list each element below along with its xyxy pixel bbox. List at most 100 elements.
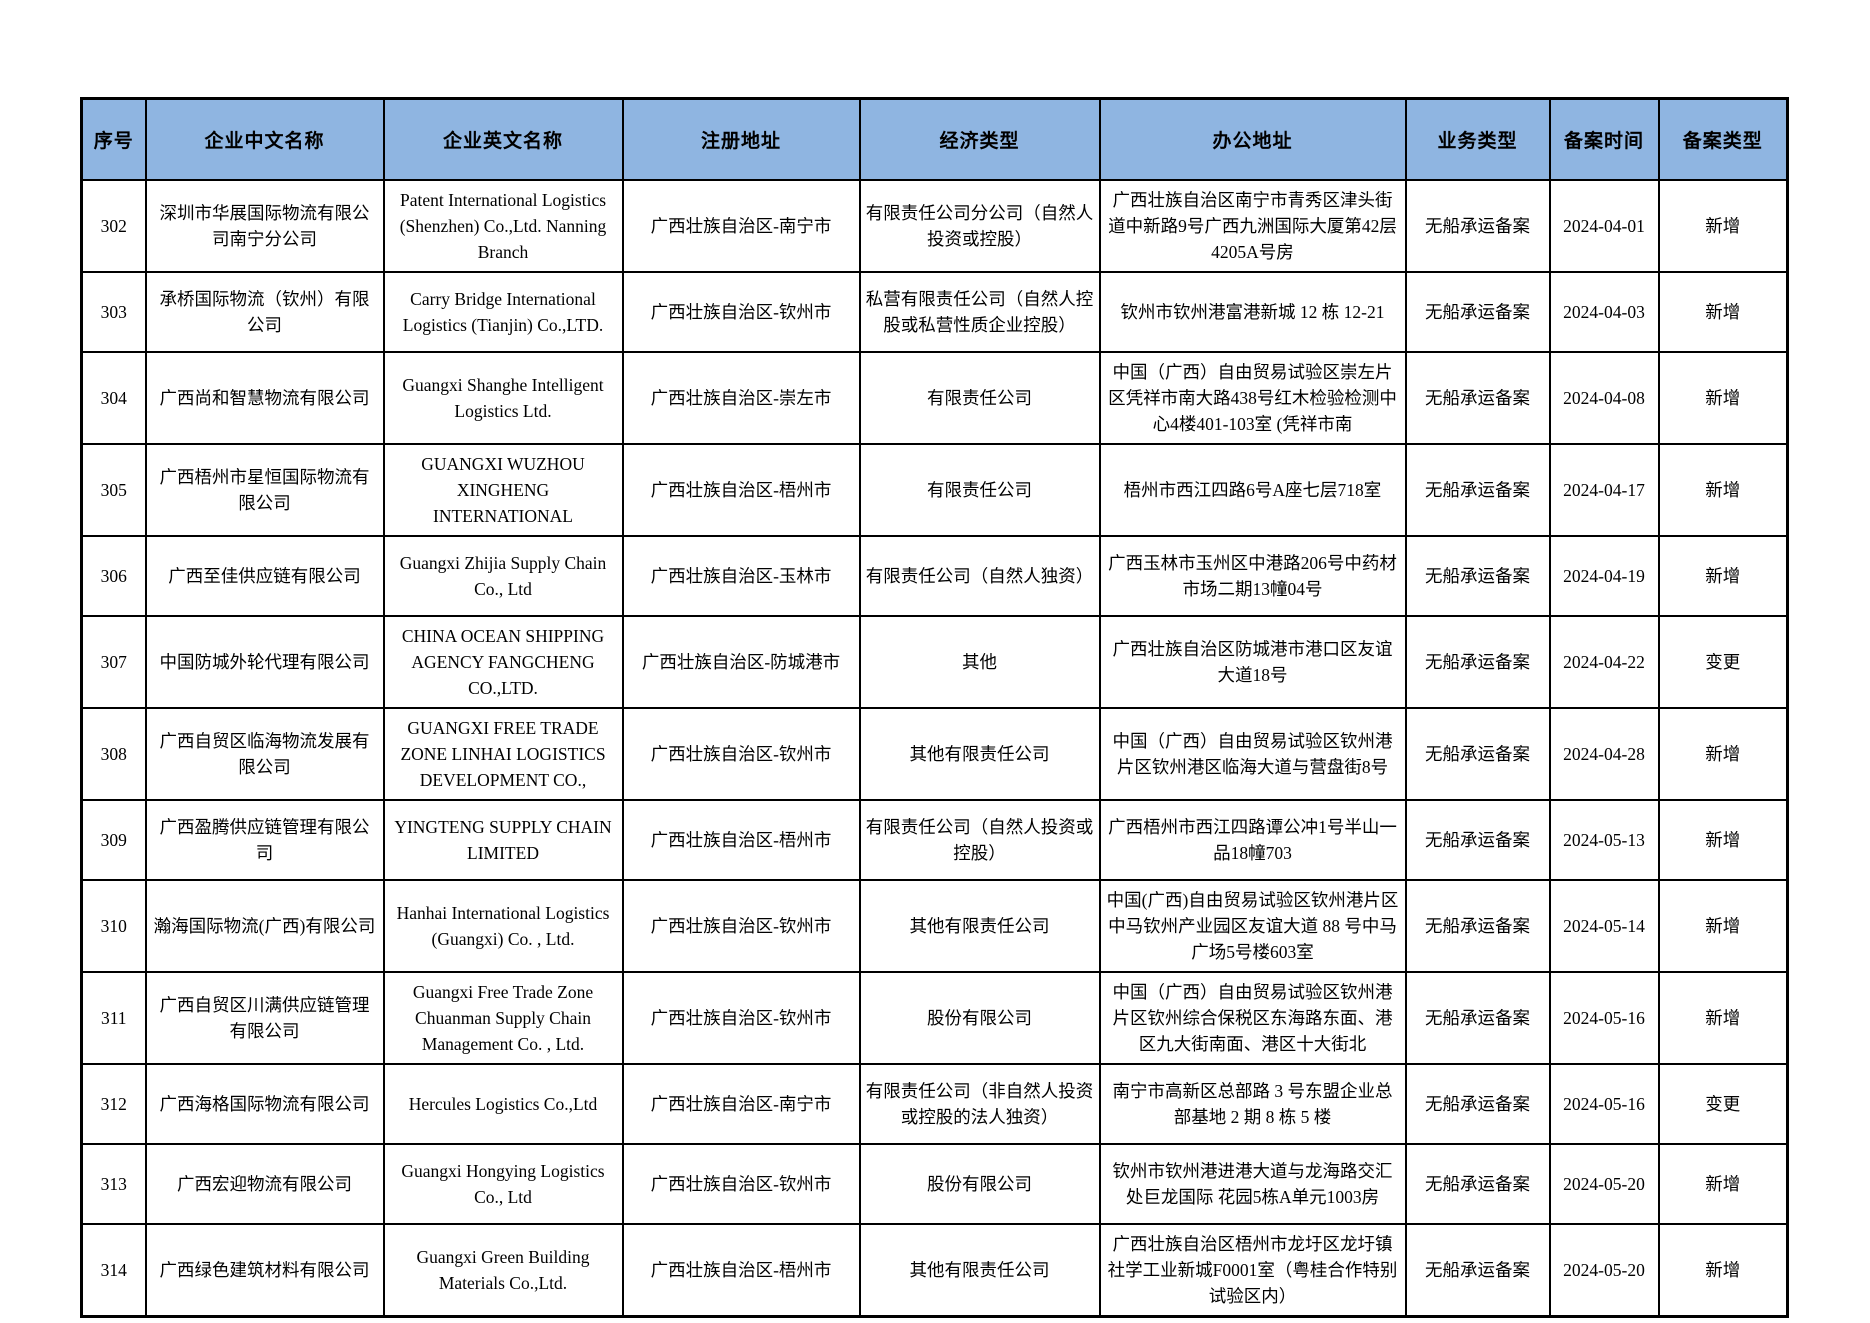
cell-business-type: 无船承运备案 bbox=[1404, 878, 1551, 973]
cell-filing-type: 变更 bbox=[1657, 614, 1789, 709]
table-row: 303 承桥国际物流（钦州）有限公司 Carry Bridge Internatio… bbox=[80, 270, 1789, 353]
cell-filing-date: 2024-04-28 bbox=[1548, 706, 1660, 801]
cell-economic-type: 其他有限责任公司 bbox=[858, 706, 1101, 801]
cell-business-type: 无船承运备案 bbox=[1404, 1222, 1551, 1317]
table-row: 311 广西自贸区川满供应链管理有限公司 Guangxi Free Trade Zo… bbox=[80, 970, 1789, 1065]
column-header-economic-type: 经济类型 bbox=[858, 97, 1101, 181]
cell-registered-address: 广西壮族自治区-南宁市 bbox=[621, 1062, 861, 1145]
table-header: 序号 企业中文名称 企业英文名称 注册地址 经济类型 办公地址 业务类型 备案时间 备案类型 bbox=[80, 97, 1789, 181]
table-body: 302 深圳市华展国际物流有限公司南宁分公司 Patent Internationa… bbox=[80, 178, 1789, 1317]
table-row: 304 广西尚和智慧物流有限公司 Guangxi Shanghe Intellige… bbox=[80, 350, 1789, 445]
cell-office-address: 中国(广西)自由贸易试验区钦州港片区中马钦州产业园区友谊大道 88 号中马广场5… bbox=[1098, 878, 1407, 973]
cell-en-name: GUANGXI WUZHOU XINGHENG INTERNATIONAL bbox=[382, 442, 624, 537]
cell-registered-address: 广西壮族自治区-梧州市 bbox=[621, 442, 861, 537]
cell-en-name: Guangxi Free Trade Zone Chuanman Supply … bbox=[382, 970, 624, 1065]
cell-cn-name: 广西盈腾供应链管理有限公司 bbox=[144, 798, 385, 881]
cell-filing-date: 2024-04-01 bbox=[1548, 178, 1660, 273]
cell-registered-address: 广西壮族自治区-防城港市 bbox=[621, 614, 861, 709]
cell-filing-date: 2024-05-16 bbox=[1548, 970, 1660, 1065]
column-header-filing-type: 备案类型 bbox=[1657, 97, 1789, 181]
cell-cn-name: 广西尚和智慧物流有限公司 bbox=[144, 350, 385, 445]
cell-office-address: 钦州市钦州港富港新城 12 栋 12-21 bbox=[1098, 270, 1407, 353]
cell-office-address: 中国（广西）自由贸易试验区钦州港片区钦州港区临海大道与营盘街8号 bbox=[1098, 706, 1407, 801]
table-header-row: 序号 企业中文名称 企业英文名称 注册地址 经济类型 办公地址 业务类型 备案时间 备案类型 bbox=[80, 97, 1789, 181]
cell-registered-address: 广西壮族自治区-梧州市 bbox=[621, 1222, 861, 1317]
cell-registered-address: 广西壮族自治区-钦州市 bbox=[621, 1142, 861, 1225]
cell-filing-type: 新增 bbox=[1657, 798, 1789, 881]
cell-en-name: Guangxi Zhijia Supply Chain Co., Ltd bbox=[382, 534, 624, 617]
cell-seq: 302 bbox=[80, 178, 147, 273]
cell-filing-date: 2024-05-16 bbox=[1548, 1062, 1660, 1145]
cell-filing-date: 2024-04-17 bbox=[1548, 442, 1660, 537]
cell-seq: 303 bbox=[80, 270, 147, 353]
cell-seq: 309 bbox=[80, 798, 147, 881]
cell-filing-date: 2024-04-08 bbox=[1548, 350, 1660, 445]
cell-filing-type: 新增 bbox=[1657, 970, 1789, 1065]
cell-business-type: 无船承运备案 bbox=[1404, 350, 1551, 445]
cell-en-name: Carry Bridge International Logistics (Ti… bbox=[382, 270, 624, 353]
cell-economic-type: 有限责任公司 bbox=[858, 442, 1101, 537]
cell-en-name: Guangxi Shanghe Intelligent Logistics Lt… bbox=[382, 350, 624, 445]
column-header-registered-address: 注册地址 bbox=[621, 97, 861, 181]
cell-cn-name: 广西至佳供应链有限公司 bbox=[144, 534, 385, 617]
cell-filing-date: 2024-05-13 bbox=[1548, 798, 1660, 881]
table-row: 314 广西绿色建筑材料有限公司 Guangxi Green Building Ma… bbox=[80, 1222, 1789, 1317]
cell-en-name: Guangxi Green Building Materials Co.,Ltd… bbox=[382, 1222, 624, 1317]
cell-filing-type: 新增 bbox=[1657, 270, 1789, 353]
cell-economic-type: 其他 bbox=[858, 614, 1101, 709]
cell-seq: 311 bbox=[80, 970, 147, 1065]
table-row: 306 广西至佳供应链有限公司 Guangxi Zhijia Supply Chai… bbox=[80, 534, 1789, 617]
column-header-filing-date: 备案时间 bbox=[1548, 97, 1660, 181]
table-row: 312 广西海格国际物流有限公司 Hercules Logistics Co.,Lt… bbox=[80, 1062, 1789, 1145]
table-row: 310 瀚海国际物流(广西)有限公司 Hanhai International Lo… bbox=[80, 878, 1789, 973]
cell-filing-date: 2024-04-19 bbox=[1548, 534, 1660, 617]
cell-registered-address: 广西壮族自治区-玉林市 bbox=[621, 534, 861, 617]
cell-filing-type: 新增 bbox=[1657, 178, 1789, 273]
cell-filing-date: 2024-05-14 bbox=[1548, 878, 1660, 973]
cell-economic-type: 有限责任公司（自然人独资） bbox=[858, 534, 1101, 617]
column-header-office-address: 办公地址 bbox=[1098, 97, 1407, 181]
cell-filing-type: 新增 bbox=[1657, 534, 1789, 617]
cell-office-address: 广西壮族自治区南宁市青秀区津头街道中新路9号广西九洲国际大厦第42层4205A号… bbox=[1098, 178, 1407, 273]
cell-business-type: 无船承运备案 bbox=[1404, 534, 1551, 617]
cell-cn-name: 广西宏迎物流有限公司 bbox=[144, 1142, 385, 1225]
cell-office-address: 广西玉林市玉州区中港路206号中药材市场二期13幢04号 bbox=[1098, 534, 1407, 617]
cell-filing-date: 2024-05-20 bbox=[1548, 1222, 1660, 1317]
cell-economic-type: 有限责任公司（非自然人投资或控股的法人独资） bbox=[858, 1062, 1101, 1145]
cell-en-name: Patent International Logistics (Shenzhen… bbox=[382, 178, 624, 273]
cell-filing-date: 2024-04-22 bbox=[1548, 614, 1660, 709]
column-header-cn-name: 企业中文名称 bbox=[144, 97, 385, 181]
cell-filing-type: 新增 bbox=[1657, 706, 1789, 801]
cell-en-name: CHINA OCEAN SHIPPING AGENCY FANGCHENG CO… bbox=[382, 614, 624, 709]
cell-filing-type: 变更 bbox=[1657, 1062, 1789, 1145]
cell-office-address: 中国（广西）自由贸易试验区钦州港片区钦州综合保税区东海路东面、港区九大街南面、港… bbox=[1098, 970, 1407, 1065]
cell-office-address: 南宁市高新区总部路 3 号东盟企业总部基地 2 期 8 栋 5 楼 bbox=[1098, 1062, 1407, 1145]
cell-business-type: 无船承运备案 bbox=[1404, 178, 1551, 273]
cell-cn-name: 深圳市华展国际物流有限公司南宁分公司 bbox=[144, 178, 385, 273]
table-row: 309 广西盈腾供应链管理有限公司 YINGTENG SUPPLY CHAIN LI… bbox=[80, 798, 1789, 881]
cell-registered-address: 广西壮族自治区-钦州市 bbox=[621, 706, 861, 801]
cell-cn-name: 广西海格国际物流有限公司 bbox=[144, 1062, 385, 1145]
table-row: 302 深圳市华展国际物流有限公司南宁分公司 Patent Internationa… bbox=[80, 178, 1789, 273]
cell-seq: 307 bbox=[80, 614, 147, 709]
cell-office-address: 梧州市西江四路6号A座七层718室 bbox=[1098, 442, 1407, 537]
cell-economic-type: 其他有限责任公司 bbox=[858, 878, 1101, 973]
cell-registered-address: 广西壮族自治区-钦州市 bbox=[621, 270, 861, 353]
cell-filing-type: 新增 bbox=[1657, 878, 1789, 973]
cell-seq: 312 bbox=[80, 1062, 147, 1145]
cell-seq: 304 bbox=[80, 350, 147, 445]
cell-filing-type: 新增 bbox=[1657, 350, 1789, 445]
cell-registered-address: 广西壮族自治区-南宁市 bbox=[621, 178, 861, 273]
cell-office-address: 广西壮族自治区防城港市港口区友谊大道18号 bbox=[1098, 614, 1407, 709]
cell-en-name: YINGTENG SUPPLY CHAIN LIMITED bbox=[382, 798, 624, 881]
cell-cn-name: 广西绿色建筑材料有限公司 bbox=[144, 1222, 385, 1317]
column-header-business-type: 业务类型 bbox=[1404, 97, 1551, 181]
cell-seq: 306 bbox=[80, 534, 147, 617]
cell-business-type: 无船承运备案 bbox=[1404, 798, 1551, 881]
cell-cn-name: 广西梧州市星恒国际物流有限公司 bbox=[144, 442, 385, 537]
cell-en-name: Guangxi Hongying Logistics Co., Ltd bbox=[382, 1142, 624, 1225]
table-row: 305 广西梧州市星恒国际物流有限公司 GUANGXI WUZHOU XINGHEN… bbox=[80, 442, 1789, 537]
company-filing-table: 序号 企业中文名称 企业英文名称 注册地址 经济类型 办公地址 业务类型 备案时间 备案类型 3… bbox=[80, 97, 1789, 1318]
cell-business-type: 无船承运备案 bbox=[1404, 614, 1551, 709]
